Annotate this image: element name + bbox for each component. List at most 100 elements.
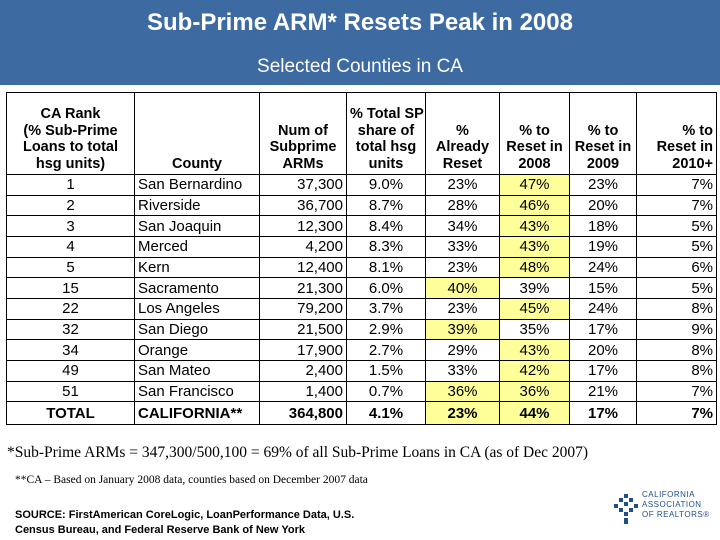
cell-reset-2008: 43% — [499, 215, 570, 237]
cell-already-reset: 34% — [425, 215, 500, 237]
cell-rank: 4 — [6, 235, 135, 258]
cell-reset-2010: 5% — [636, 215, 717, 237]
cell-num-arms: 17,900 — [259, 339, 347, 361]
cell-reset-2008: 47% — [499, 174, 570, 196]
cell-already-reset: 23% — [425, 256, 500, 279]
cell-num-arms: 79,200 — [259, 297, 347, 320]
header-line: County — [172, 155, 222, 172]
table-row: 4 Merced 4,200 8.3% 33% 43% 19% 5% — [6, 235, 717, 258]
cell-reset-2009: 21% — [569, 380, 637, 403]
cell-reset-2010: 9% — [636, 318, 717, 341]
cell-county: Merced — [134, 235, 260, 258]
cell-reset-2009: 17% — [569, 359, 637, 382]
header-line: total hsg — [355, 139, 417, 155]
header-line: % to — [519, 122, 550, 139]
cell-share: 1.5% — [346, 359, 426, 382]
cell-reset-2009: 17% — [569, 401, 637, 425]
cell-reset-2009: 20% — [569, 339, 637, 361]
header-county: County — [134, 92, 260, 175]
header-reset-2008: % to Reset in 2008 — [499, 92, 570, 175]
cell-reset-2010: 5% — [636, 277, 717, 299]
header-line: Loans to total — [22, 139, 119, 155]
cell-rank: 3 — [6, 215, 135, 237]
table-row: 5 Kern 12,400 8.1% 23% 48% 24% 6% — [6, 256, 717, 279]
cell-reset-2008: 43% — [499, 235, 570, 258]
table-row: 2 Riverside 36,700 8.7% 28% 46% 20% 7% — [6, 194, 717, 217]
header-line: Reset — [442, 155, 483, 172]
cell-num-arms: 2,400 — [259, 359, 347, 382]
cell-reset-2010: 6% — [636, 256, 717, 279]
ca-footnote: **CA – Based on January 2008 data, count… — [15, 474, 368, 486]
cell-rank: 32 — [6, 318, 135, 341]
header-line: % Total SP — [350, 106, 424, 122]
cell-county: Orange — [134, 339, 260, 361]
cell-reset-2009: 24% — [569, 256, 637, 279]
header-line: hsg units) — [35, 155, 106, 172]
cell-reset-2008: 35% — [499, 318, 570, 341]
header-rank: CA Rank (% Sub-Prime Loans to total hsg uni… — [6, 92, 135, 175]
cell-rank: 1 — [6, 174, 135, 196]
cell-reset-2008: 39% — [499, 277, 570, 299]
source-line-1: SOURCE: FirstAmerican CoreLogic, LoanPer… — [15, 509, 355, 521]
total-row: TOTAL CALIFORNIA** 364,800 4.1% 23% 44% 17% 7% — [6, 401, 717, 425]
cell-reset-2008: 36% — [499, 380, 570, 403]
cell-already-reset: 29% — [425, 339, 500, 361]
header-already-reset: % Already Reset — [425, 92, 500, 175]
header-line: units — [368, 155, 404, 172]
header-reset-2009: % to Reset in 2009 — [569, 92, 637, 175]
cell-reset-2009: 18% — [569, 215, 637, 237]
cell-num-arms: 4,200 — [259, 235, 347, 258]
cell-num-arms: 36,700 — [259, 194, 347, 217]
header-line: Reset in — [656, 139, 713, 155]
cell-county: CALIFORNIA** — [134, 401, 260, 425]
cell-num-arms: 21,500 — [259, 318, 347, 341]
cell-rank: 34 — [6, 339, 135, 361]
cell-num-arms: 21,300 — [259, 277, 347, 299]
cell-reset-2010: 8% — [636, 359, 717, 382]
car-logo-icon — [614, 494, 638, 524]
car-logo-text: CALIFORNIA ASSOCIATION OF REALTORS® — [642, 490, 710, 520]
cell-share: 2.9% — [346, 318, 426, 341]
table-row: 15 Sacramento 21,300 6.0% 40% 39% 15% 5% — [6, 277, 717, 299]
source-note: SOURCE: FirstAmerican CoreLogic, LoanPer… — [15, 508, 354, 538]
cell-county: San Bernardino — [134, 174, 260, 196]
header-line: Subprime — [269, 139, 337, 155]
cell-share: 8.4% — [346, 215, 426, 237]
cell-reset-2008: 43% — [499, 339, 570, 361]
source-line-2: Census Bureau, and Federal Reserve Bank … — [15, 524, 305, 536]
table-body: 1 San Bernardino 37,300 9.0% 23% 47% 23% 7% 2 Riv… — [6, 174, 717, 425]
header-line: CA Rank — [40, 106, 101, 122]
cell-county: San Mateo — [134, 359, 260, 382]
cell-rank: 15 — [6, 277, 135, 299]
cell-share: 6.0% — [346, 277, 426, 299]
cell-rank: 49 — [6, 359, 135, 382]
cell-county: San Francisco — [134, 380, 260, 403]
cell-num-arms: 12,400 — [259, 256, 347, 279]
cell-reset-2009: 17% — [569, 318, 637, 341]
cell-rank: 22 — [6, 297, 135, 320]
cell-share: 8.7% — [346, 194, 426, 217]
cell-num-arms: 364,800 — [259, 401, 347, 425]
cell-county: San Diego — [134, 318, 260, 341]
header-line: % — [456, 122, 469, 139]
table-row: 49 San Mateo 2,400 1.5% 33% 42% 17% 8% — [6, 359, 717, 382]
cell-reset-2010: 5% — [636, 235, 717, 258]
cell-reset-2009: 15% — [569, 277, 637, 299]
header-line: Reset in — [574, 139, 632, 155]
cell-rank: TOTAL — [6, 401, 135, 425]
header-line: % to — [587, 122, 619, 139]
table-row: 3 San Joaquin 12,300 8.4% 34% 43% 18% 5% — [6, 215, 717, 237]
cell-share: 0.7% — [346, 380, 426, 403]
title-banner: Sub-Prime ARM* Resets Peak in 2008 Selec… — [0, 0, 720, 85]
cell-num-arms: 37,300 — [259, 174, 347, 196]
table-row: 34 Orange 17,900 2.7% 29% 43% 20% 8% — [6, 339, 717, 361]
reset-table: CA Rank (% Sub-Prime Loans to total hsg uni… — [6, 92, 717, 425]
header-line: share of — [357, 122, 415, 139]
cell-share: 4.1% — [346, 401, 426, 425]
header-line: Num of — [278, 122, 328, 139]
arms-footnote: *Sub-Prime ARMs = 347,300/500,100 = 69% … — [7, 444, 589, 461]
cell-share: 8.3% — [346, 235, 426, 258]
cell-reset-2010: 8% — [636, 297, 717, 320]
header-share: % Total SP share of total hsg units — [346, 92, 426, 175]
cell-reset-2008: 45% — [499, 297, 570, 320]
